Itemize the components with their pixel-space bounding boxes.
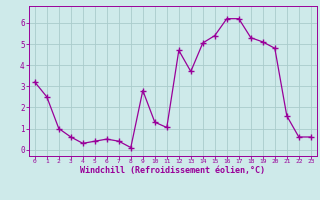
X-axis label: Windchill (Refroidissement éolien,°C): Windchill (Refroidissement éolien,°C) [80,166,265,175]
